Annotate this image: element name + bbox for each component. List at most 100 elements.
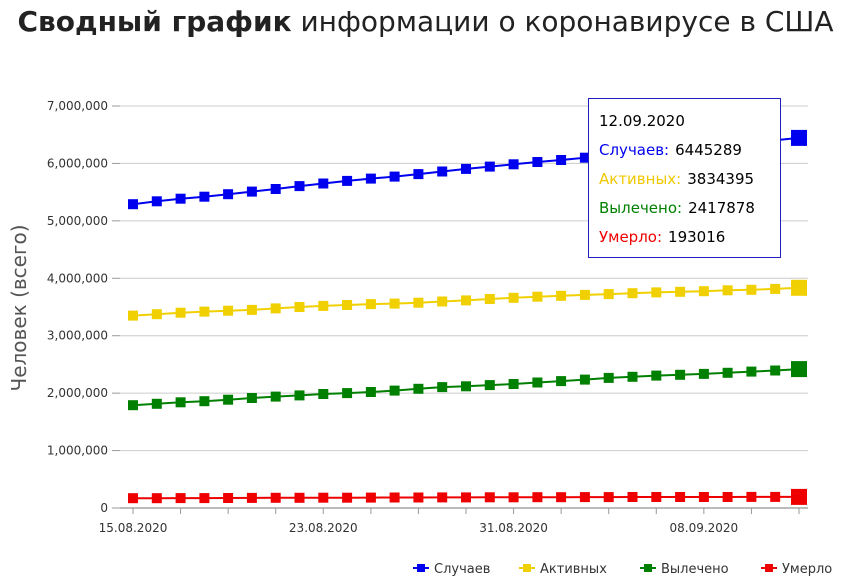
data-point[interactable] <box>651 287 662 298</box>
data-point[interactable] <box>175 493 186 504</box>
data-point[interactable] <box>270 391 281 402</box>
data-point[interactable] <box>437 492 448 503</box>
data-point[interactable] <box>199 306 210 317</box>
data-point[interactable] <box>651 370 662 381</box>
data-point[interactable] <box>151 398 162 409</box>
data-point[interactable] <box>627 288 638 299</box>
data-point[interactable] <box>722 492 733 502</box>
data-point[interactable] <box>532 377 543 388</box>
data-point[interactable] <box>151 196 162 207</box>
data-point[interactable] <box>246 304 257 315</box>
data-point[interactable] <box>294 390 305 401</box>
data-point[interactable] <box>413 297 424 308</box>
data-point[interactable] <box>389 171 400 182</box>
data-point[interactable] <box>151 309 162 320</box>
data-point[interactable] <box>199 493 210 504</box>
data-point[interactable] <box>556 290 567 301</box>
data-point[interactable] <box>294 181 305 192</box>
data-point[interactable] <box>199 396 210 407</box>
data-point[interactable] <box>532 157 543 167</box>
data-point[interactable] <box>791 279 807 296</box>
data-point[interactable] <box>770 283 781 294</box>
data-point[interactable] <box>342 300 353 310</box>
data-point[interactable] <box>128 400 138 411</box>
data-point[interactable] <box>437 166 448 177</box>
data-point[interactable] <box>484 380 495 391</box>
data-point[interactable] <box>246 393 257 403</box>
data-point[interactable] <box>532 492 543 503</box>
legend-item[interactable]: Случаев <box>413 562 490 577</box>
data-point[interactable] <box>461 492 471 503</box>
data-point[interactable] <box>627 492 638 502</box>
data-point[interactable] <box>318 178 329 189</box>
data-point[interactable] <box>579 152 590 163</box>
legend-item[interactable]: Вылечено <box>640 562 729 577</box>
data-point[interactable] <box>698 492 709 502</box>
data-point[interactable] <box>556 492 567 503</box>
data-point[interactable] <box>223 305 234 316</box>
data-point[interactable] <box>389 385 400 396</box>
data-point[interactable] <box>437 296 448 307</box>
data-point[interactable] <box>413 492 424 503</box>
data-point[interactable] <box>675 492 686 502</box>
data-point[interactable] <box>461 295 471 306</box>
data-point[interactable] <box>128 493 138 504</box>
data-point[interactable] <box>413 169 424 180</box>
data-point[interactable] <box>175 193 186 204</box>
data-point[interactable] <box>342 492 353 503</box>
data-point[interactable] <box>318 300 329 311</box>
data-point[interactable] <box>603 289 614 300</box>
data-point[interactable] <box>603 372 614 383</box>
data-point[interactable] <box>675 369 686 380</box>
data-point[interactable] <box>675 286 686 297</box>
data-point[interactable] <box>318 492 329 503</box>
data-point[interactable] <box>365 299 376 310</box>
data-point[interactable] <box>698 368 709 379</box>
data-point[interactable] <box>223 493 234 503</box>
data-point[interactable] <box>791 129 807 146</box>
data-point[interactable] <box>294 492 305 503</box>
data-point[interactable] <box>199 191 210 202</box>
data-point[interactable] <box>484 161 495 172</box>
data-point[interactable] <box>508 379 519 389</box>
data-point[interactable] <box>342 388 353 399</box>
data-point[interactable] <box>294 302 305 312</box>
data-point[interactable] <box>746 284 757 295</box>
data-point[interactable] <box>437 382 448 393</box>
data-point[interactable] <box>461 381 471 392</box>
data-point[interactable] <box>270 303 281 314</box>
data-point[interactable] <box>791 361 807 378</box>
data-point[interactable] <box>342 175 353 186</box>
data-point[interactable] <box>151 493 162 504</box>
data-point[interactable] <box>579 492 590 503</box>
data-point[interactable] <box>722 285 733 296</box>
data-point[interactable] <box>556 376 567 387</box>
data-point[interactable] <box>484 294 495 304</box>
data-point[interactable] <box>223 394 234 405</box>
data-point[interactable] <box>389 492 400 503</box>
data-point[interactable] <box>175 307 186 318</box>
data-point[interactable] <box>508 159 519 170</box>
data-point[interactable] <box>128 310 138 321</box>
data-point[interactable] <box>532 291 543 302</box>
legend-item[interactable]: Активных <box>519 562 607 577</box>
data-point[interactable] <box>746 366 757 377</box>
data-point[interactable] <box>246 186 257 197</box>
data-point[interactable] <box>508 292 519 303</box>
data-point[interactable] <box>365 387 376 397</box>
data-point[interactable] <box>128 199 138 210</box>
data-point[interactable] <box>603 492 614 503</box>
data-point[interactable] <box>461 163 471 174</box>
data-point[interactable] <box>746 491 757 502</box>
data-point[interactable] <box>413 383 424 394</box>
data-point[interactable] <box>365 173 376 184</box>
data-point[interactable] <box>484 492 495 503</box>
data-point[interactable] <box>175 397 186 408</box>
data-point[interactable] <box>270 184 281 194</box>
data-point[interactable] <box>698 286 709 297</box>
data-point[interactable] <box>579 374 590 385</box>
data-point[interactable] <box>318 389 329 399</box>
data-point[interactable] <box>579 289 590 300</box>
legend-item[interactable]: Умерло <box>761 562 832 577</box>
data-point[interactable] <box>270 492 281 503</box>
